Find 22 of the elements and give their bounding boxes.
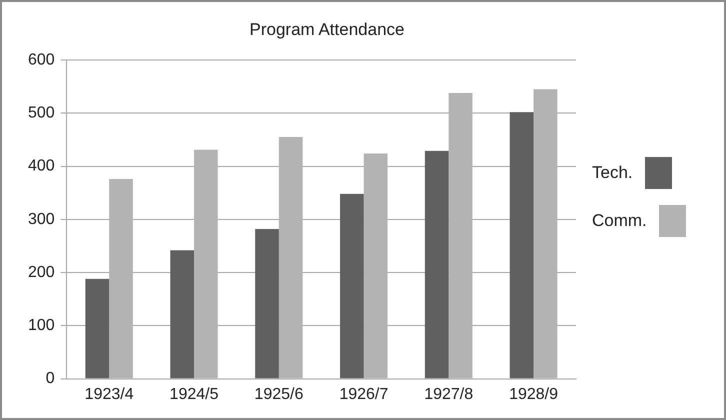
legend-label: Tech. bbox=[592, 163, 633, 183]
y-tick-label: 200 bbox=[28, 264, 55, 281]
bar bbox=[170, 250, 194, 378]
x-tick-label: 1924/5 bbox=[170, 386, 219, 403]
y-tick-label: 0 bbox=[46, 370, 55, 388]
x-tick-label: 1928/9 bbox=[509, 386, 558, 403]
chart-title: Program Attendance bbox=[248, 20, 406, 40]
bar bbox=[424, 150, 449, 378]
y-tick-label: 400 bbox=[28, 158, 55, 175]
bar bbox=[510, 112, 534, 378]
x-tick-label: 1923/4 bbox=[84, 386, 134, 403]
bar bbox=[255, 228, 279, 378]
x-tick-label: 1926/7 bbox=[339, 386, 388, 403]
x-tick-label: 1927/8 bbox=[424, 386, 474, 403]
y-tick-label: 500 bbox=[28, 104, 55, 122]
bar bbox=[85, 278, 110, 378]
bar bbox=[340, 194, 364, 378]
y-tick-label: 300 bbox=[28, 210, 55, 228]
legend-label: Comm. bbox=[592, 211, 647, 231]
y-tick-label: 100 bbox=[28, 317, 55, 334]
x-tick-label: 1925/6 bbox=[254, 386, 304, 403]
y-tick-label: 600 bbox=[28, 51, 55, 68]
